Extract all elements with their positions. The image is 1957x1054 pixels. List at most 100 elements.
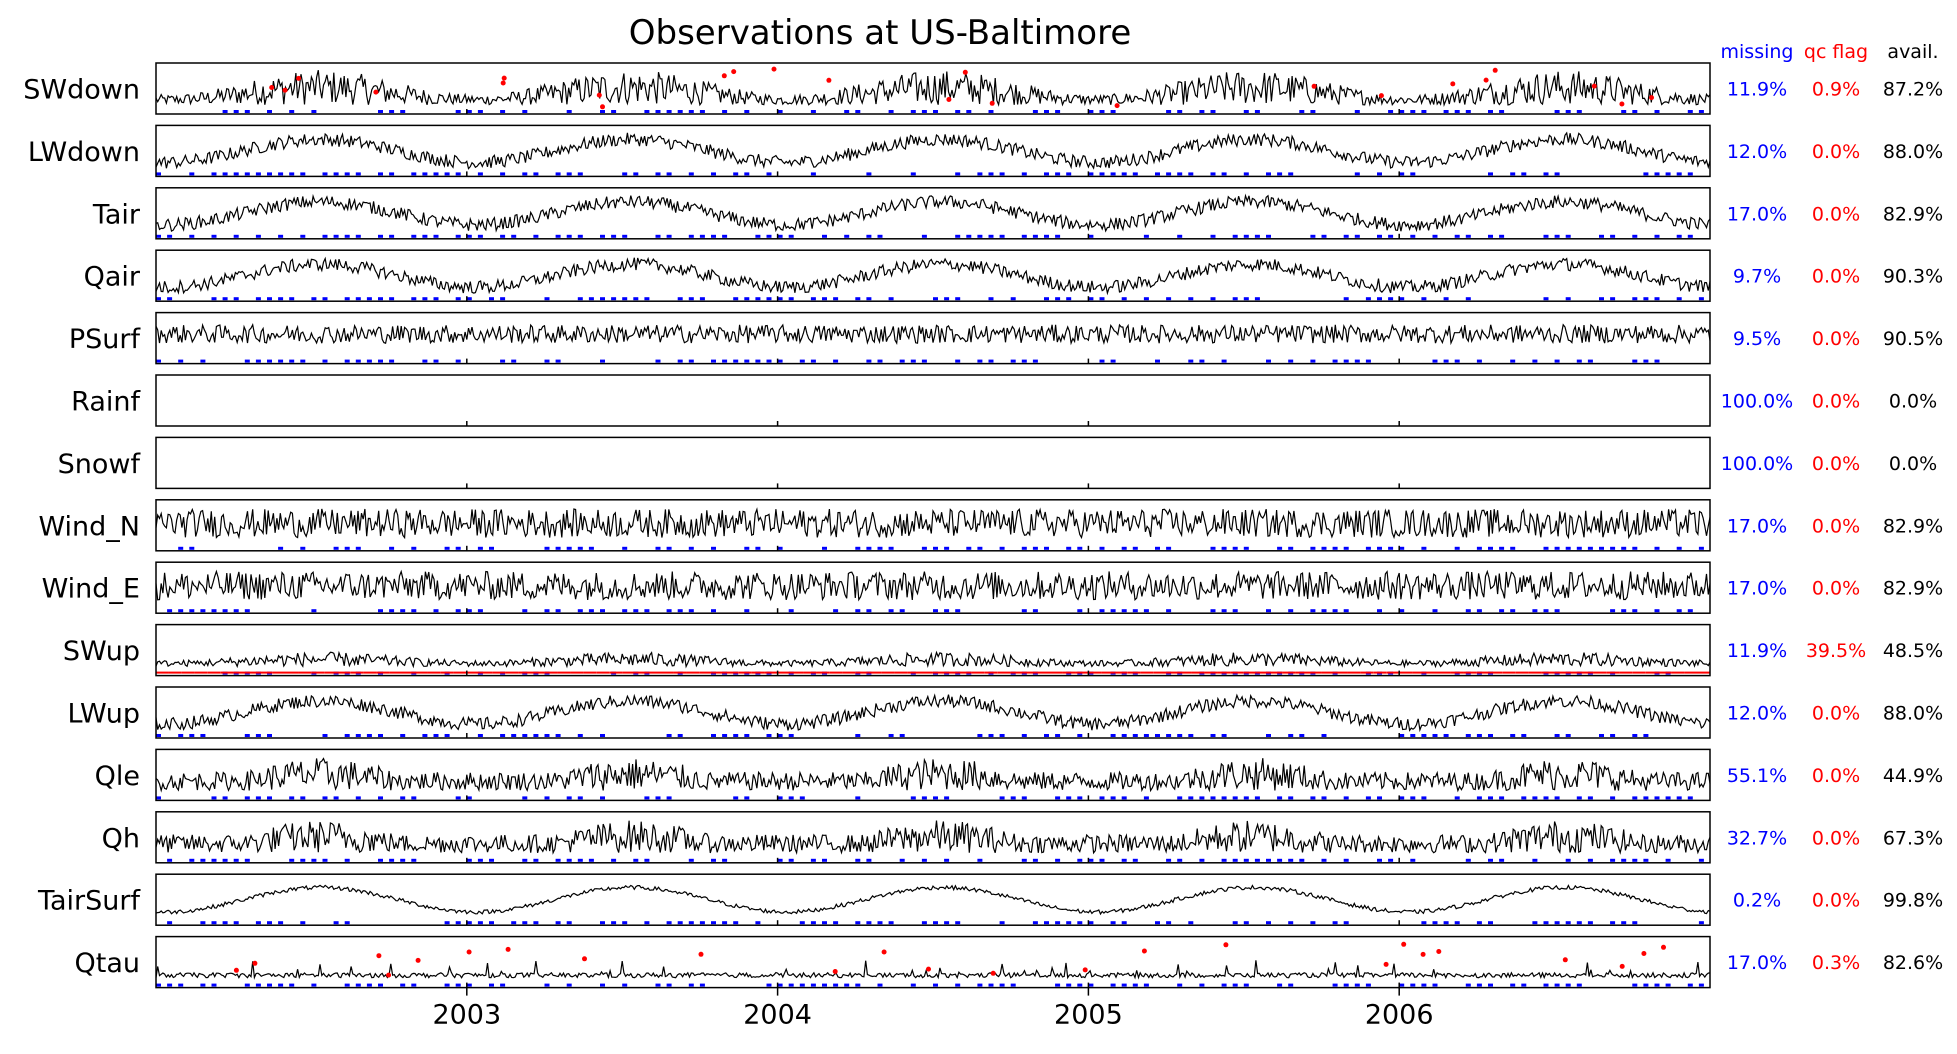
panel-frame: [155, 124, 1711, 178]
panel-frame: [155, 935, 1711, 989]
series-line: [155, 757, 1711, 793]
panel-frame: [155, 811, 1711, 864]
missing-markers: [156, 983, 1704, 987]
panel-tairsurf: TairSurf 0.2% 0.0% 99.8%: [37, 873, 1943, 926]
stat-missing: 100.0%: [1721, 453, 1793, 475]
qc-flag-markers: [269, 66, 1654, 110]
series-line: [155, 884, 1711, 916]
stat-qc-flag: 0.0%: [1812, 827, 1860, 849]
series-line: [155, 960, 1711, 980]
stat-avail: 82.9%: [1883, 578, 1943, 600]
series-label: Snowf: [58, 449, 142, 480]
panels: SWdown 11.9% 0.9% 87.2% LWdown 12.0% 0.0% 88.0%…: [23, 62, 1943, 989]
stat-missing: 12.0%: [1727, 141, 1787, 163]
header-avail: avail.: [1887, 41, 1938, 63]
panel-frame: [155, 748, 1711, 802]
missing-markers: [156, 172, 1693, 176]
stat-missing: 17.0%: [1727, 578, 1787, 600]
stat-qc-flag: 0.0%: [1812, 578, 1860, 600]
series-label: Wind_N: [38, 511, 140, 542]
stat-missing: 17.0%: [1727, 952, 1787, 974]
header-qc-flag: qc flag: [1804, 41, 1868, 63]
missing-markers: [222, 110, 1704, 113]
series-label: Qh: [102, 823, 140, 854]
missing-markers: [156, 359, 1660, 363]
series-line: [155, 70, 1711, 107]
x-tick-label: 2004: [743, 1000, 812, 1031]
panel-frame: [155, 249, 1711, 302]
series-label: LWup: [67, 699, 140, 730]
stat-qc-flag: 0.0%: [1812, 515, 1860, 537]
stat-avail: 88.0%: [1883, 141, 1943, 163]
stat-missing: 11.9%: [1727, 79, 1787, 101]
header-missing: missing: [1721, 41, 1794, 63]
stat-qc-flag: 39.5%: [1806, 640, 1866, 662]
stat-missing: 12.0%: [1727, 703, 1787, 725]
panel-snowf: Snowf 100.0% 0.0% 0.0%: [58, 436, 1937, 490]
stat-missing: 100.0%: [1721, 391, 1793, 413]
missing-markers: [156, 734, 1649, 737]
stat-avail: 0.0%: [1889, 391, 1937, 413]
panel-wind-e: Wind_E 17.0% 0.0% 82.9%: [42, 561, 1943, 614]
stat-qc-flag: 0.0%: [1812, 203, 1860, 225]
series-line: [155, 256, 1711, 296]
stat-qc-flag: 0.0%: [1812, 266, 1860, 288]
panel-frame: [155, 873, 1711, 926]
stat-missing: 9.5%: [1733, 328, 1781, 350]
series-label: TairSurf: [37, 886, 142, 917]
stat-missing: 9.7%: [1733, 266, 1781, 288]
panel-lwdown: LWdown 12.0% 0.0% 88.0%: [28, 124, 1943, 178]
missing-markers: [167, 921, 1704, 925]
stat-avail: 90.5%: [1883, 328, 1943, 350]
series-label: PSurf: [69, 324, 142, 355]
series-line: [155, 131, 1711, 170]
missing-markers: [178, 546, 1704, 550]
stat-avail: 87.2%: [1883, 79, 1943, 101]
panel-frame: [155, 436, 1711, 490]
stat-qc-flag: 0.0%: [1812, 765, 1860, 787]
series-label: Rainf: [71, 387, 141, 418]
panel-qair: Qair 9.7% 0.0% 90.3%: [84, 249, 1943, 302]
x-axis: 2003 2004 2005 2006: [432, 987, 1434, 1031]
stat-qc-flag: 0.0%: [1812, 453, 1860, 475]
stat-qc-flag: 0.0%: [1812, 391, 1860, 413]
stat-avail: 90.3%: [1883, 266, 1943, 288]
missing-markers: [167, 858, 1704, 862]
panel-frame: [155, 623, 1711, 677]
stat-qc-flag: 0.9%: [1812, 79, 1860, 101]
panel-tair: Tair 17.0% 0.0% 82.9%: [92, 187, 1943, 240]
stat-avail: 88.0%: [1883, 703, 1943, 725]
stat-missing: 11.9%: [1727, 640, 1787, 662]
stat-avail: 82.9%: [1883, 203, 1943, 225]
series-label: Tair: [92, 199, 141, 230]
stat-avail: 0.0%: [1889, 453, 1937, 475]
stat-qc-flag: 0.3%: [1812, 952, 1860, 974]
panel-frame: [155, 62, 1711, 115]
qc-flag-markers: [156, 671, 1710, 674]
stat-avail: 82.6%: [1883, 952, 1943, 974]
stat-qc-flag: 0.0%: [1812, 141, 1860, 163]
missing-markers: [156, 234, 1693, 238]
series-label: Qtau: [75, 948, 141, 979]
stat-qc-flag: 0.0%: [1812, 328, 1860, 350]
missing-markers: [167, 609, 1693, 613]
panel-frame: [155, 311, 1711, 365]
stat-qc-flag: 0.0%: [1812, 703, 1860, 725]
series-label: Qle: [95, 761, 140, 792]
missing-markers: [156, 796, 1693, 800]
stat-qc-flag: 0.0%: [1812, 890, 1860, 912]
series-label: LWdown: [28, 137, 140, 168]
panel-psurf: PSurf 9.5% 0.0% 90.5%: [69, 311, 1943, 365]
panel-frame: [155, 686, 1711, 739]
stat-avail: 48.5%: [1883, 640, 1943, 662]
x-tick-label: 2005: [1054, 1000, 1123, 1031]
panel-wind-n: Wind_N 17.0% 0.0% 82.9%: [38, 499, 1943, 552]
missing-markers: [156, 297, 1704, 301]
series-label: Wind_E: [42, 574, 140, 605]
series-label: SWdown: [23, 75, 140, 106]
series-line: [155, 820, 1711, 856]
series-label: SWup: [63, 636, 140, 667]
qc-flag-markers: [233, 941, 1666, 978]
x-tick-label: 2006: [1365, 1000, 1434, 1031]
